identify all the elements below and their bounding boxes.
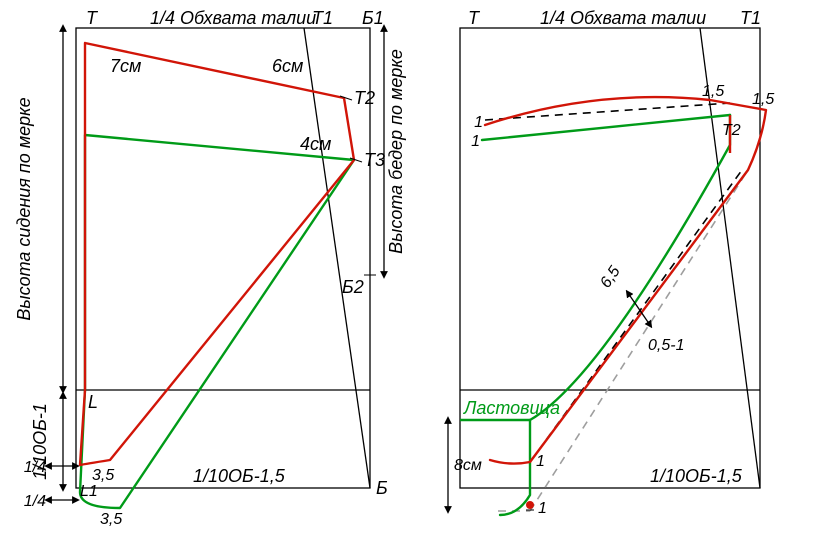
label-7cm: 7см [110,56,141,76]
label-1b: 1 [471,133,480,150]
label-B1: Б1 [362,8,384,28]
label-B: Б [376,478,388,498]
label-T2-left: Т2 [354,88,375,108]
label-6.5: 6,5 [597,263,624,291]
label-ob-1.5-left: 1/10ОБ-1,5 [193,466,286,486]
label-L1: L1 [80,483,98,500]
label-8cm: 8см [454,457,482,474]
label-L: L [88,392,98,412]
label-lastovitsa: Ластовица [463,398,560,418]
label-1a: 1 [474,114,483,131]
label-1/4b: 1/4 [24,493,46,510]
label-1d: 1 [538,500,547,517]
label-top-title-left: 1/4 Обхвата талии [150,8,316,28]
label-T2-right: Т2 [722,122,741,139]
label-4cm: 4см [300,134,331,154]
dashed-grey-diag [530,170,748,511]
left-frame [76,28,370,488]
left-red-outline [80,43,354,465]
label-1.5a: 1,5 [702,83,724,100]
label-sitting-height: Высота сидения по мерке [14,97,34,320]
label-T-left: Т [86,8,99,28]
label-3.5a: 3,5 [92,467,114,484]
label-1c: 1 [536,453,545,470]
label-0.5-1: 0,5-1 [648,337,684,354]
right-green-curve [530,115,730,420]
label-T-right: Т [468,8,481,28]
label-B2: Б2 [342,277,364,297]
label-hip-height: Высота бедер по мерке [386,49,406,254]
label-top-title-right: 1/4 Обхвата талии [540,8,706,28]
label-1.5b: 1,5 [752,91,774,108]
label-T3-left: Т3 [364,150,385,170]
red-dot [526,501,534,509]
label-3.5b: 3,5 [100,511,122,528]
label-6cm: 6см [272,56,303,76]
left-green-outline [80,135,354,508]
dashed-top [485,103,730,120]
label-T1-right: Т1 [740,8,761,28]
label-ob-1.5-right: 1/10ОБ-1,5 [650,466,743,486]
label-ob-left: 1/10ОБ-1 [30,403,50,480]
